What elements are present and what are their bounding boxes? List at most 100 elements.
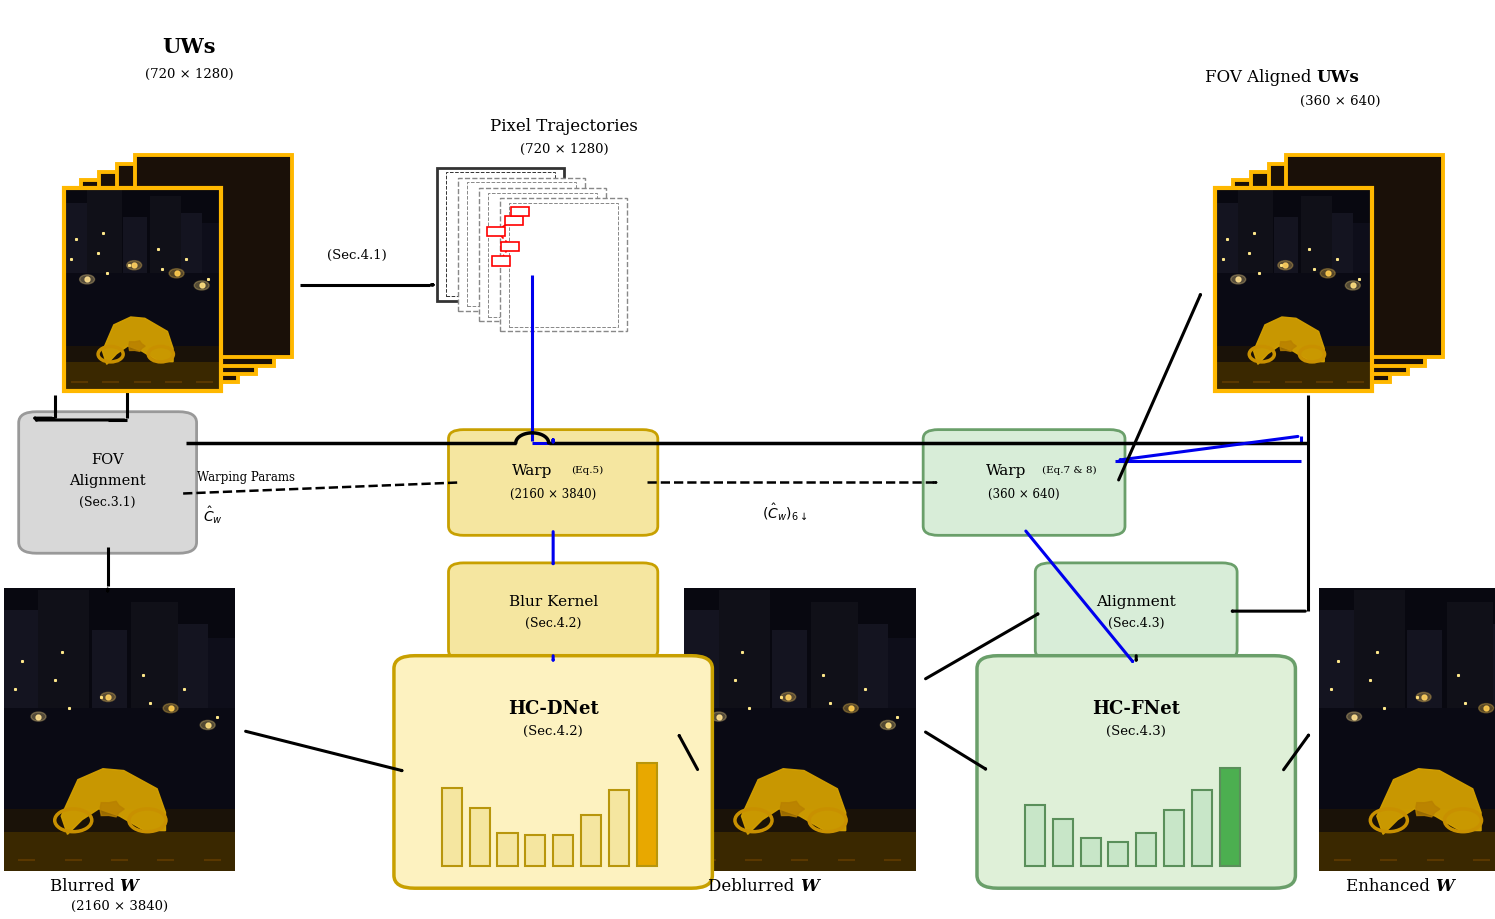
Text: HC-DNet: HC-DNet — [508, 700, 598, 719]
Bar — [582, 815, 601, 866]
Bar — [1108, 842, 1129, 866]
Bar — [1319, 587, 1495, 709]
Bar — [443, 788, 462, 866]
Bar — [492, 256, 510, 266]
Bar — [469, 808, 490, 866]
Text: W: W — [1435, 879, 1453, 895]
Text: $\hat{C}_w$: $\hat{C}_w$ — [203, 505, 223, 527]
Bar — [63, 362, 220, 391]
Bar — [511, 207, 529, 216]
Bar — [87, 188, 121, 273]
Text: UWs: UWs — [163, 37, 215, 57]
Text: $(\hat{C}_w)_{6\downarrow}$: $(\hat{C}_w)_{6\downarrow}$ — [762, 501, 807, 522]
Circle shape — [79, 275, 94, 284]
Bar — [132, 602, 178, 709]
Bar — [99, 172, 257, 374]
Text: Warping Params: Warping Params — [197, 471, 295, 484]
Bar — [135, 155, 293, 357]
Bar — [1250, 172, 1408, 374]
Text: Warp: Warp — [985, 463, 1027, 478]
Circle shape — [127, 261, 142, 270]
FancyBboxPatch shape — [1035, 562, 1236, 660]
Bar — [1494, 624, 1495, 709]
Bar — [39, 590, 90, 709]
Bar — [4, 809, 236, 871]
FancyBboxPatch shape — [448, 562, 658, 660]
Bar — [438, 167, 565, 301]
Bar — [63, 188, 220, 391]
Text: (Eq.7 & 8): (Eq.7 & 8) — [1042, 466, 1096, 475]
Text: W: W — [800, 879, 818, 895]
Bar — [1214, 188, 1371, 391]
FancyBboxPatch shape — [448, 430, 658, 535]
FancyBboxPatch shape — [18, 412, 196, 553]
Text: FOV Aligned: FOV Aligned — [1205, 70, 1317, 86]
Text: Deblurred: Deblurred — [709, 879, 800, 895]
Bar — [1319, 809, 1495, 871]
Polygon shape — [1254, 317, 1325, 364]
Bar — [1274, 217, 1298, 273]
Bar — [1353, 222, 1372, 273]
Text: (720 × 1280): (720 × 1280) — [520, 143, 608, 156]
Bar — [1214, 202, 1242, 273]
Text: Alignment: Alignment — [69, 473, 147, 488]
Bar — [447, 173, 556, 296]
Bar — [1447, 602, 1494, 709]
Bar — [4, 610, 45, 709]
Bar — [459, 178, 586, 311]
Circle shape — [163, 704, 178, 713]
Text: Enhanced: Enhanced — [1346, 879, 1435, 895]
Polygon shape — [1377, 768, 1482, 834]
Text: (360 × 640): (360 × 640) — [988, 488, 1060, 501]
Circle shape — [1320, 268, 1335, 278]
Polygon shape — [100, 801, 124, 817]
Bar — [1232, 180, 1389, 382]
Bar — [1268, 164, 1425, 366]
Bar — [487, 227, 505, 236]
Bar — [683, 590, 915, 871]
Polygon shape — [1416, 801, 1440, 817]
Text: (360 × 640): (360 × 640) — [1301, 96, 1380, 108]
Polygon shape — [103, 317, 173, 364]
Bar — [1214, 187, 1371, 273]
Circle shape — [843, 704, 858, 713]
Text: W: W — [120, 879, 138, 895]
Circle shape — [881, 720, 896, 730]
Bar — [1214, 188, 1371, 391]
Bar — [202, 222, 221, 273]
Bar — [1319, 590, 1495, 871]
Text: Alignment: Alignment — [1096, 595, 1177, 609]
Text: (Sec.4.3): (Sec.4.3) — [1106, 725, 1166, 738]
Bar — [501, 242, 519, 251]
Bar — [1214, 346, 1371, 391]
Text: FOV: FOV — [91, 452, 124, 467]
Bar — [683, 809, 915, 871]
Bar — [480, 188, 607, 322]
Polygon shape — [129, 341, 145, 351]
Bar — [1165, 811, 1184, 866]
Bar — [1319, 610, 1360, 709]
Polygon shape — [1280, 341, 1296, 351]
Bar — [63, 188, 220, 391]
Circle shape — [1346, 281, 1360, 290]
Bar — [1354, 590, 1405, 709]
Bar — [150, 197, 181, 273]
Bar — [553, 834, 573, 866]
Bar — [466, 182, 577, 306]
Bar — [1081, 838, 1100, 866]
Bar — [63, 188, 220, 391]
Circle shape — [200, 720, 215, 730]
Circle shape — [1347, 712, 1362, 721]
Bar — [1214, 362, 1371, 391]
Bar — [1238, 188, 1272, 273]
Bar — [1332, 212, 1353, 273]
Bar — [123, 217, 147, 273]
Bar — [4, 587, 236, 709]
Bar — [489, 192, 598, 316]
Text: Blur Kernel: Blur Kernel — [508, 595, 598, 609]
Bar — [208, 638, 236, 709]
Bar — [525, 834, 546, 866]
Bar — [91, 630, 127, 709]
Bar — [1407, 630, 1443, 709]
Polygon shape — [780, 801, 804, 817]
